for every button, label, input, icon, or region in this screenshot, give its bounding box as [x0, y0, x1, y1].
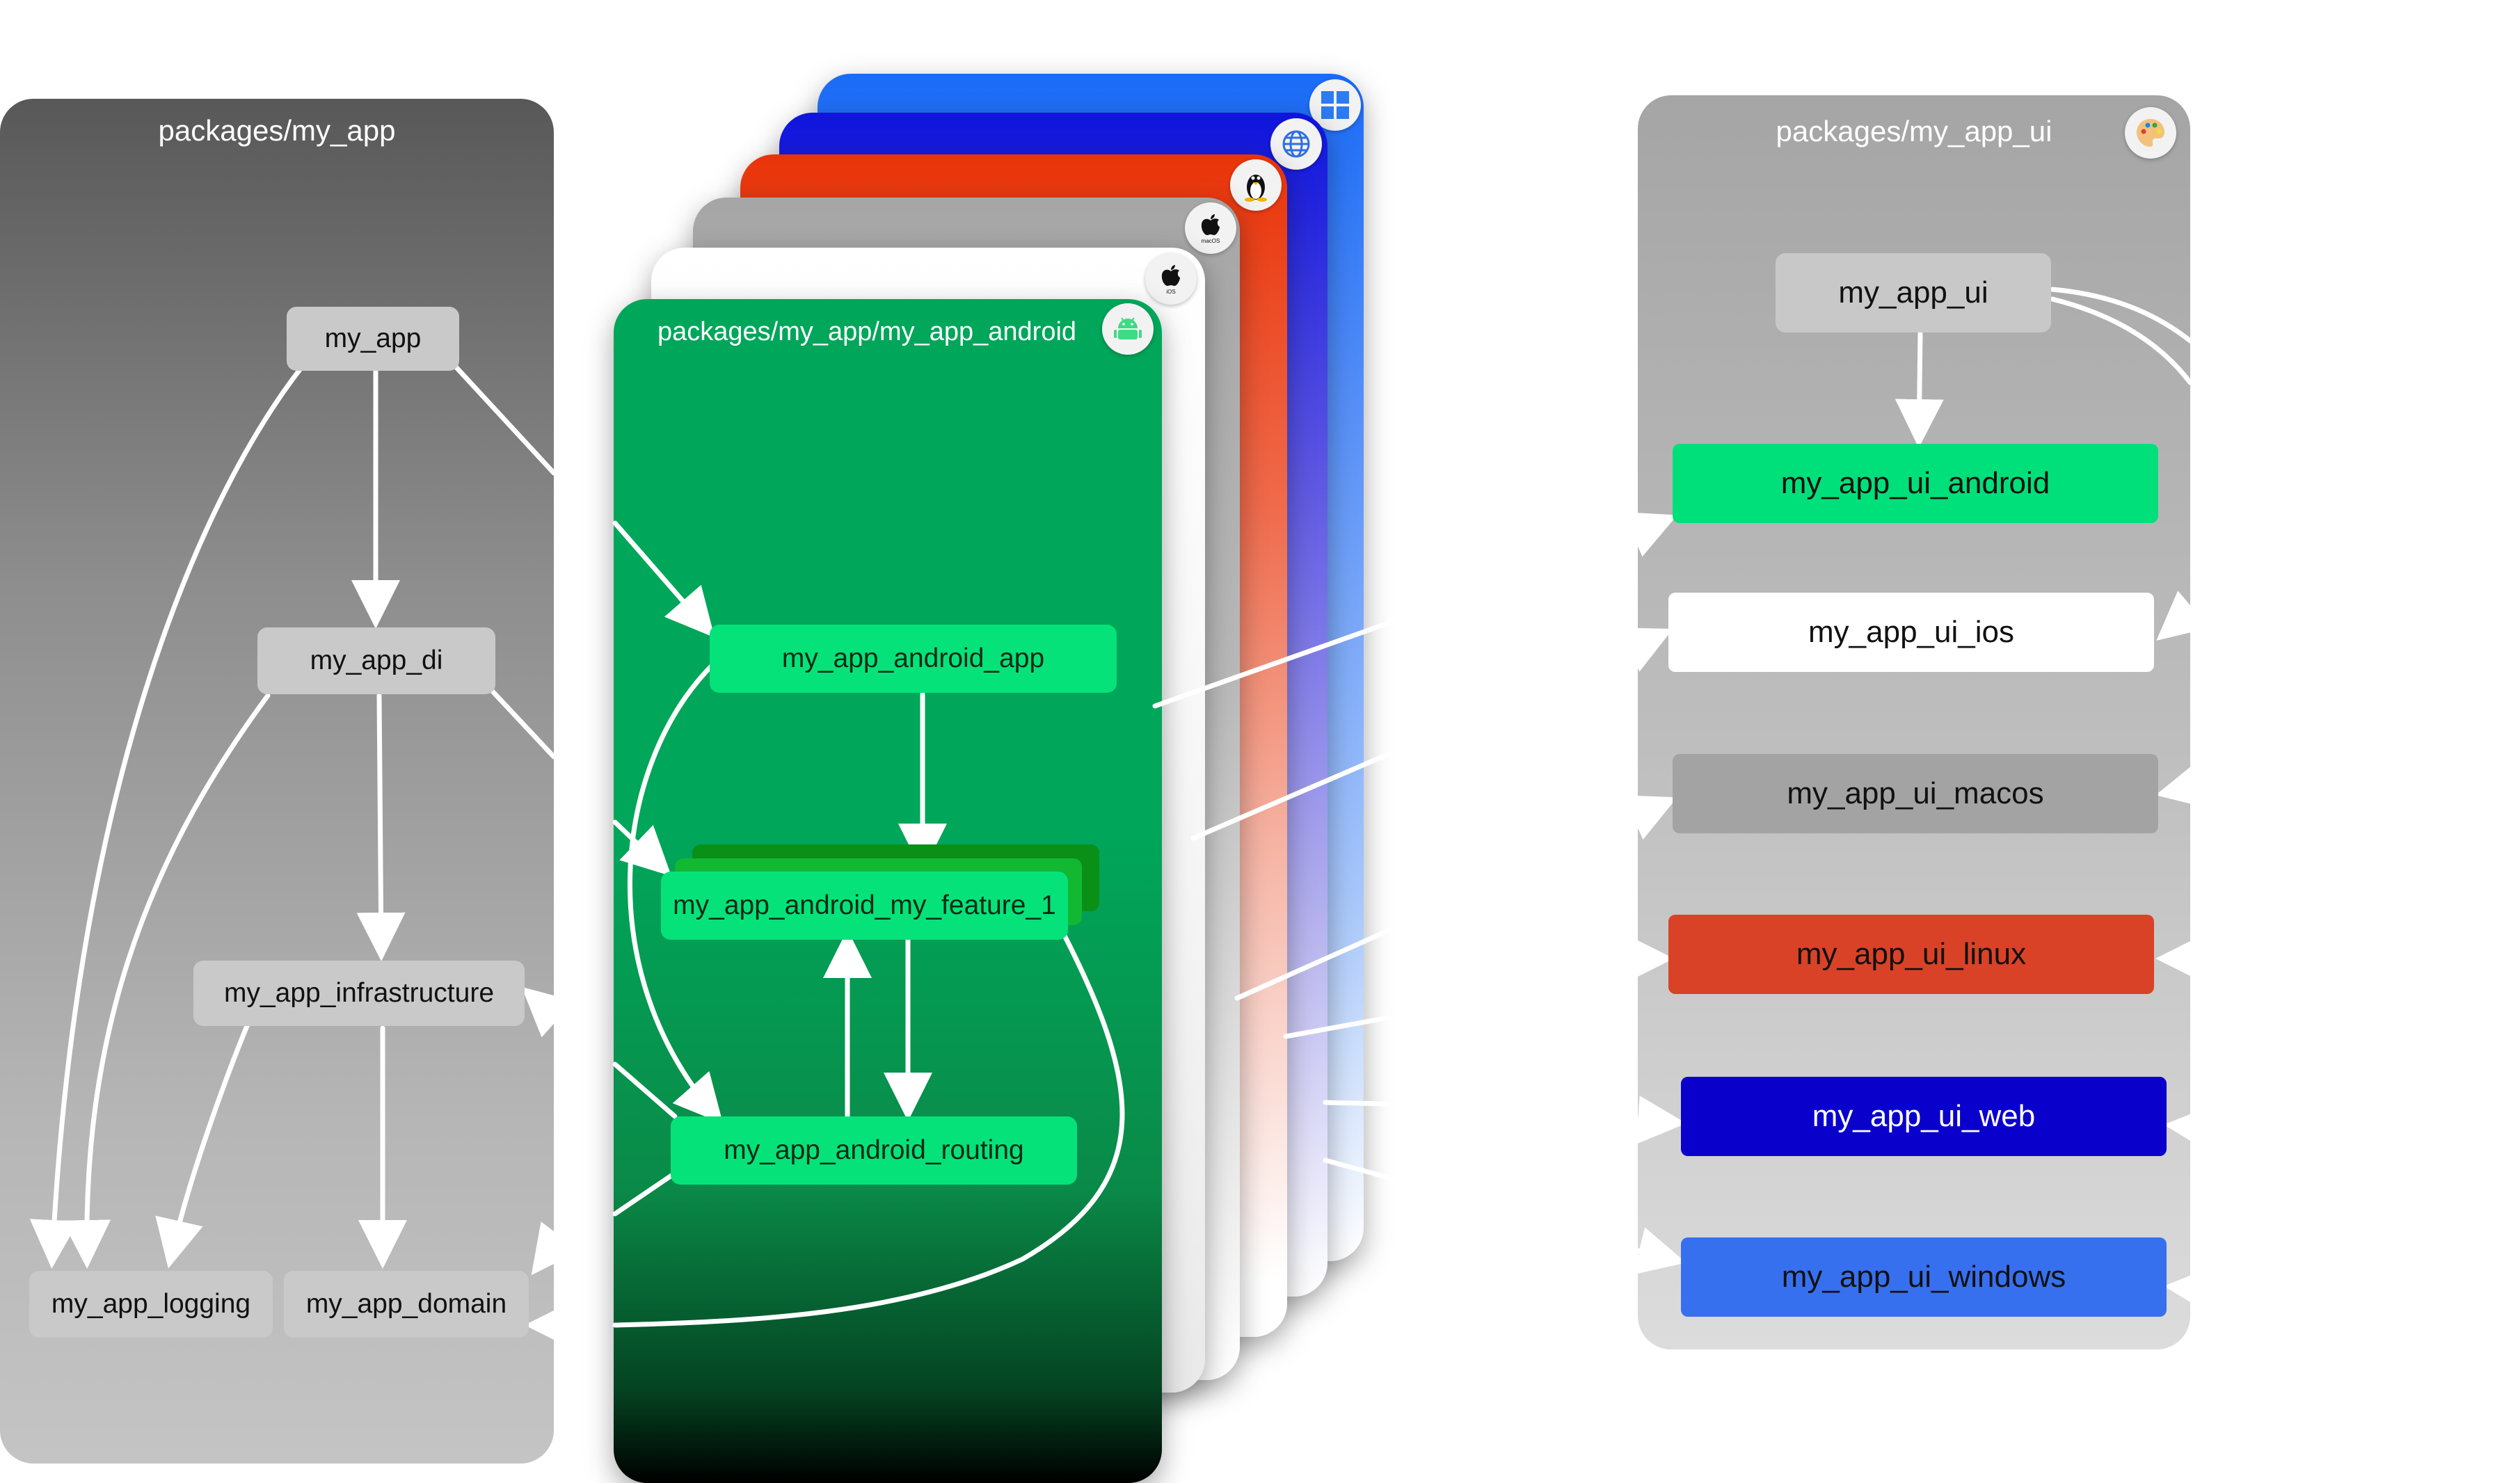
ios-icon-label: iOS — [1166, 289, 1175, 295]
apple-ios-icon: iOS — [1145, 253, 1197, 305]
node-my-app[interactable]: my_app — [287, 307, 459, 371]
node-my-app-ui-macos[interactable]: my_app_ui_macos — [1673, 754, 2158, 833]
node-my-app-ui-android[interactable]: my_app_ui_android — [1673, 444, 2158, 523]
linux-penguin-icon — [1230, 159, 1282, 211]
node-my-app-ui-windows[interactable]: my_app_ui_windows — [1681, 1237, 2167, 1317]
macos-icon-label: macOS — [1202, 238, 1220, 244]
node-my-app-di[interactable]: my_app_di — [257, 627, 495, 694]
palette-icon — [2125, 107, 2176, 159]
node-my-app-android-app[interactable]: my_app_android_app — [710, 625, 1117, 693]
globe-icon — [1270, 118, 1322, 170]
node-my-app-domain[interactable]: my_app_domain — [284, 1271, 529, 1338]
node-my-app-ui-web[interactable]: my_app_ui_web — [1681, 1077, 2167, 1156]
node-my-app-logging[interactable]: my_app_logging — [29, 1271, 273, 1338]
node-my-app-android-my-feature-1[interactable]: my_app_android_my_feature_1 — [661, 872, 1068, 940]
android-icon — [1102, 303, 1154, 355]
node-my-app-ui-ios[interactable]: my_app_ui_ios — [1668, 593, 2154, 672]
node-my-app-android-routing[interactable]: my_app_android_routing — [671, 1116, 1077, 1185]
apple-macos-icon: macOS — [1185, 202, 1236, 254]
node-my-app-infrastructure[interactable]: my_app_infrastructure — [193, 961, 525, 1026]
node-my-app-ui-linux[interactable]: my_app_ui_linux — [1668, 915, 2154, 994]
my-app-ui-package-title: packages/my_app_ui — [1776, 115, 2052, 147]
my-app-package-title: packages/my_app — [158, 114, 396, 147]
android-package-title: packages/my_app/my_app_android — [657, 317, 1077, 346]
my-app-package-panel: packages/my_app — [0, 99, 554, 1464]
node-my-app-ui[interactable]: my_app_ui — [1776, 253, 2051, 332]
